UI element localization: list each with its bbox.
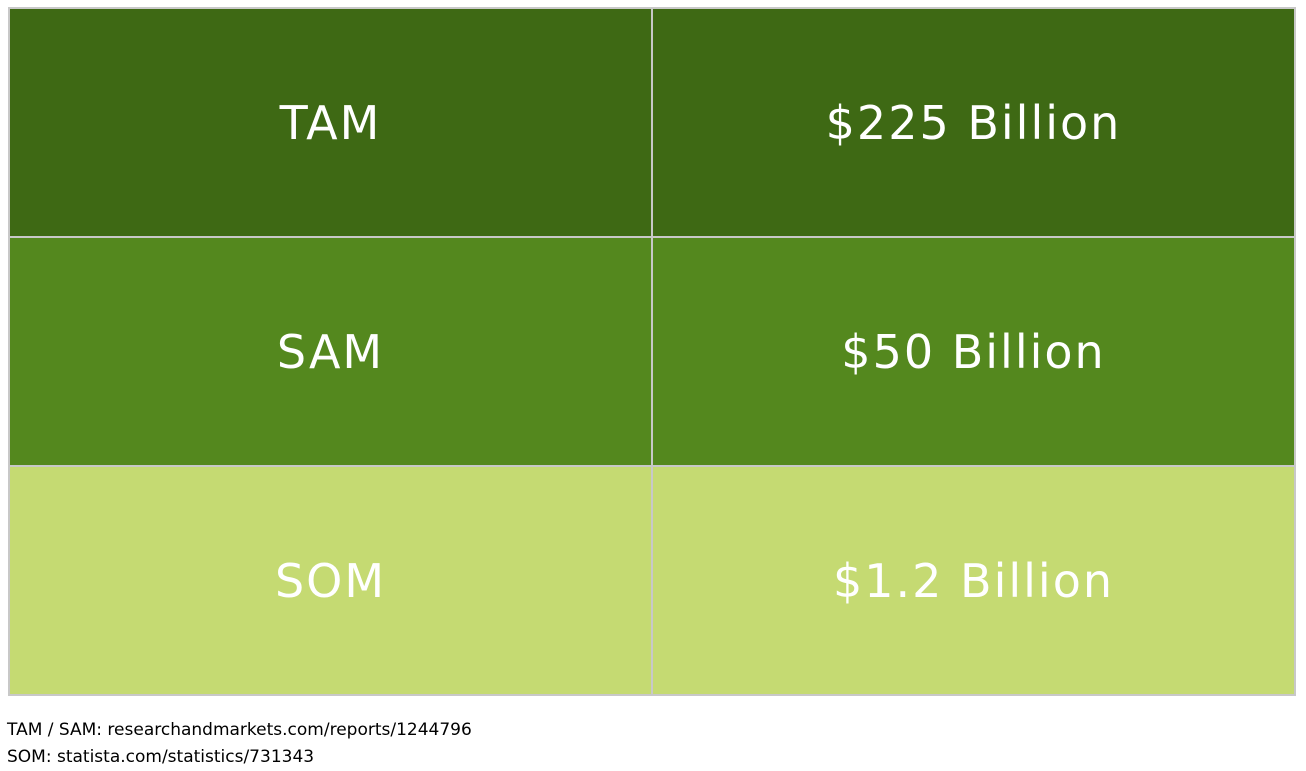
source-tam-sam: TAM / SAM: researchandmarkets.com/report… (7, 720, 472, 740)
table-row: SOM $1.2 Billion (8, 465, 1296, 696)
row-value-tam: $225 Billion (651, 7, 1296, 238)
row-value-sam: $50 Billion (651, 236, 1296, 467)
row-label-tam: TAM (8, 7, 653, 238)
row-label-som: SOM (8, 465, 653, 696)
row-value-som: $1.2 Billion (651, 465, 1296, 696)
sources-footnote: TAM / SAM: researchandmarkets.com/report… (7, 717, 472, 771)
table-row: TAM $225 Billion (8, 7, 1296, 238)
source-som: SOM: statista.com/statistics/731343 (7, 747, 315, 767)
row-label-sam: SAM (8, 236, 653, 467)
table-row: SAM $50 Billion (8, 236, 1296, 467)
market-size-table: TAM $225 Billion SAM $50 Billion SOM $1.… (8, 7, 1296, 696)
